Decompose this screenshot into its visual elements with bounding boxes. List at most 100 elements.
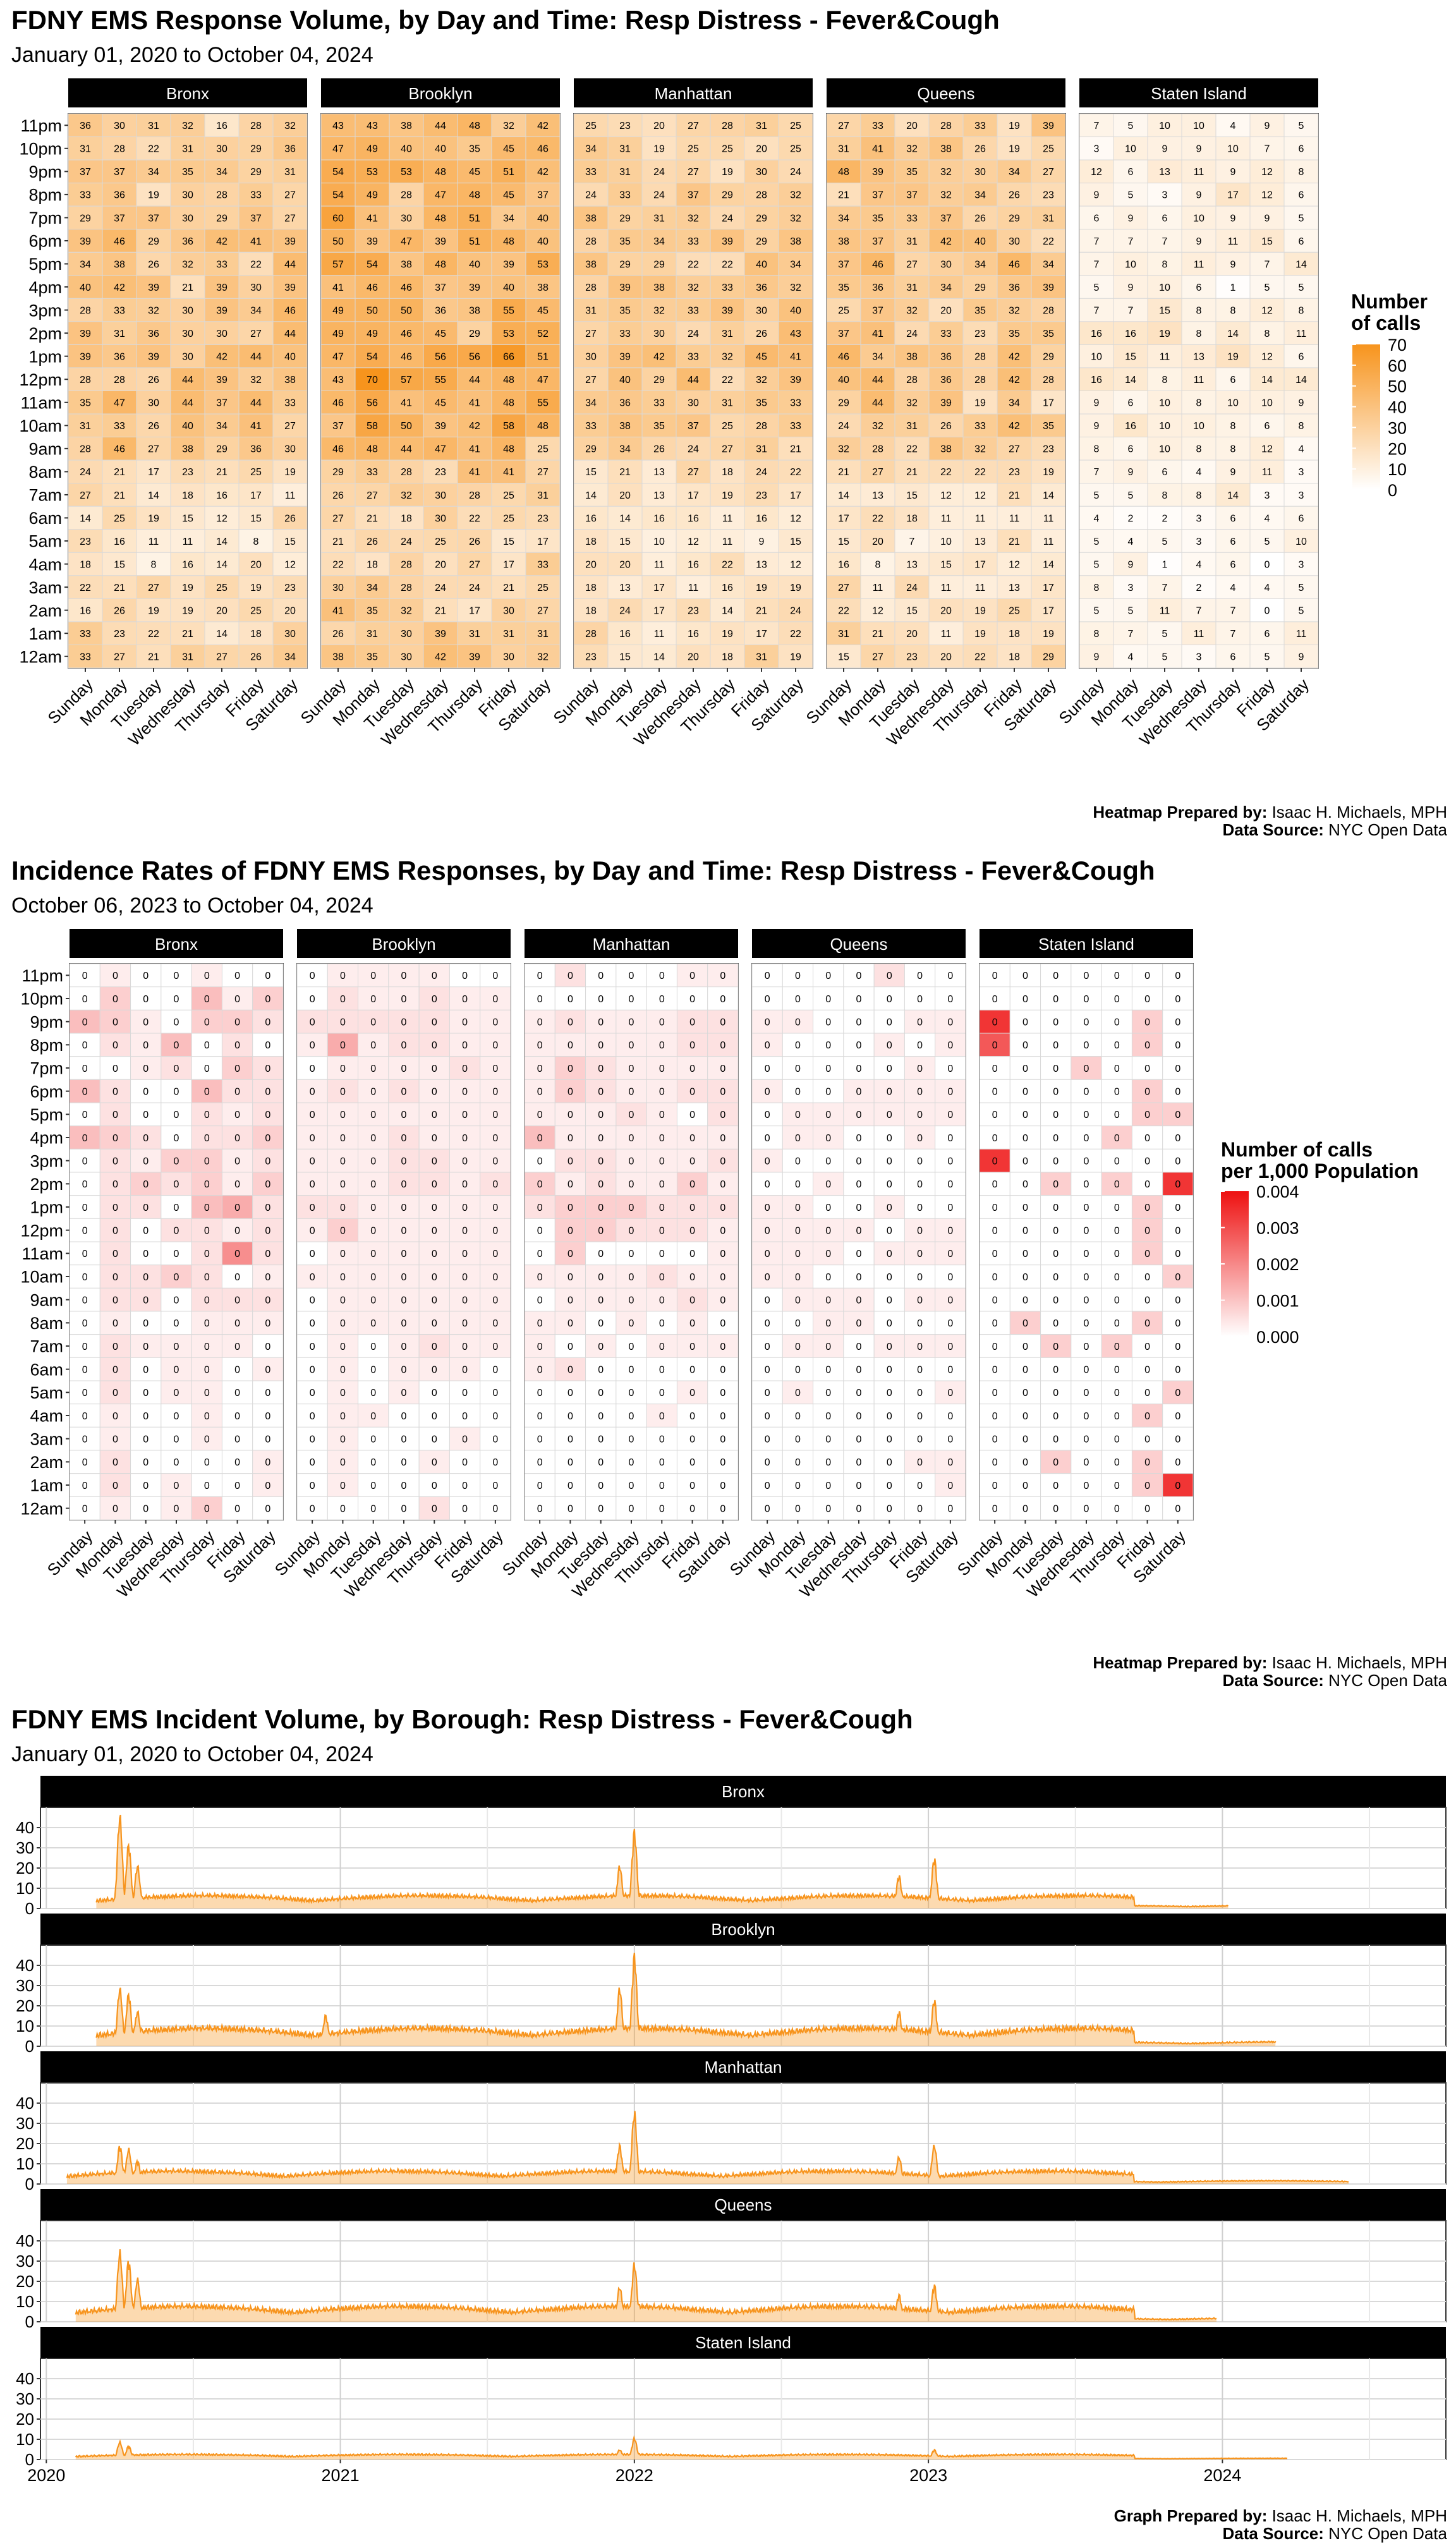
heatmap-cell xyxy=(170,136,205,161)
heatmap-cell xyxy=(161,1311,192,1335)
y-tick-label: 8am xyxy=(30,1314,63,1333)
cell-label: 0 xyxy=(537,1226,543,1237)
cell-label: 27 xyxy=(250,329,262,339)
cell-label: 44 xyxy=(688,375,699,385)
cell-label: 0 xyxy=(143,1411,149,1422)
heatmap-cell xyxy=(252,1195,284,1219)
heatmap-cell xyxy=(778,552,813,576)
cell-label: 0 xyxy=(310,1087,315,1098)
y-tick-label: 7pm xyxy=(30,1059,63,1078)
cell-label: 21 xyxy=(1009,537,1020,547)
heatmap-cell xyxy=(388,1079,420,1103)
heatmap-cell xyxy=(676,621,711,645)
cell-label: 0 xyxy=(1144,1295,1150,1306)
cell-label: 0 xyxy=(462,1226,468,1237)
cell-label: 3 xyxy=(1196,537,1202,547)
heatmap-cell xyxy=(296,1450,328,1474)
cell-label: 0 xyxy=(1084,1365,1089,1376)
cell-label: 33 xyxy=(619,329,631,339)
cell-label: 0 xyxy=(370,1040,376,1051)
cell-label: 31 xyxy=(182,652,193,663)
cell-label: 39 xyxy=(1043,282,1054,293)
cell-label: 0 xyxy=(1114,1156,1120,1167)
cell-label: 27 xyxy=(722,444,733,455)
cell-label: 0 xyxy=(234,1064,240,1074)
cell-label: 0 xyxy=(795,1411,801,1422)
y-tick-label: 8pm xyxy=(28,186,62,205)
heatmap-cell xyxy=(272,575,308,599)
cell-label: 0 xyxy=(204,1295,210,1306)
cell-label: 0 xyxy=(537,1435,543,1445)
heatmap-cell xyxy=(997,113,1032,138)
cell-label: 0 xyxy=(947,1295,953,1306)
heatmap-cell xyxy=(1147,136,1182,161)
heatmap-cell xyxy=(272,437,308,461)
cell-label: 22 xyxy=(1043,236,1054,247)
cell-label: 0 xyxy=(204,1272,210,1283)
cell-label: 11 xyxy=(722,513,733,524)
heatmap-cell xyxy=(68,367,103,391)
cell-label: 27 xyxy=(906,259,918,270)
cell-label: 0 xyxy=(947,1226,953,1237)
cell-label: 24 xyxy=(619,605,631,616)
credit2-source-label: Data Source: xyxy=(1223,1671,1324,1690)
x-tick-label: 2020 xyxy=(27,2466,65,2485)
cell-label: 0 xyxy=(143,1272,149,1283)
cell-label: 0 xyxy=(537,1179,543,1190)
cell-label: 0 xyxy=(947,1365,953,1376)
heatmap-cell xyxy=(1283,298,1319,322)
cell-label: 0 xyxy=(204,1133,210,1144)
cell-label: 21 xyxy=(906,467,918,478)
svg-text:Data Source: NYC Open Data: Data Source: NYC Open Data xyxy=(1223,1671,1448,1690)
cell-label: 10 xyxy=(1159,398,1170,409)
heatmap-cell xyxy=(457,344,492,368)
cell-label: 9 xyxy=(1196,190,1202,201)
cell-label: 0 xyxy=(462,971,468,981)
cell-label: 0 xyxy=(567,971,573,981)
cell-label: 0 xyxy=(947,1481,953,1491)
y-tick-label: 0 xyxy=(25,2175,34,2193)
cell-label: 0 xyxy=(947,1203,953,1213)
cell-label: 0 xyxy=(1022,1435,1028,1445)
heatmap-cell xyxy=(525,483,561,507)
heatmap-cell xyxy=(744,391,779,415)
cell-label: 0 xyxy=(492,1411,498,1422)
cell-label: 28 xyxy=(114,375,125,385)
cell-label: 0 xyxy=(1114,1249,1120,1259)
cell-label: 0 xyxy=(795,1017,801,1028)
cell-label: 0 xyxy=(992,1249,998,1259)
heatmap-cell xyxy=(191,1033,222,1057)
cell-label: 0 xyxy=(340,1457,346,1468)
heatmap-cell xyxy=(641,621,677,645)
y-tick-label: 12pm xyxy=(19,370,62,389)
cell-label: 36 xyxy=(250,444,262,455)
heatmap-cell xyxy=(480,1473,511,1497)
heatmap2-legend: Number of calls per 1,000 Population 0.0… xyxy=(1221,1138,1419,1347)
cell-label: 0 xyxy=(401,994,407,1005)
cell-label: 37 xyxy=(872,236,883,247)
cell-label: 21 xyxy=(367,513,378,524)
cell-label: 4 xyxy=(1094,513,1100,524)
cell-label: 39 xyxy=(469,282,480,293)
heatmap-cell xyxy=(710,275,745,299)
heatmap-cell xyxy=(204,136,240,161)
cell-label: 0 xyxy=(537,1365,543,1376)
cell-label: 0 xyxy=(629,1272,634,1283)
cell-label: 7 xyxy=(1094,259,1100,270)
heatmap-cell xyxy=(962,344,998,368)
cell-label: 37 xyxy=(872,190,883,201)
heatmap-cell xyxy=(204,575,240,599)
cell-label: 0 xyxy=(265,1226,270,1237)
cell-label: 0 xyxy=(1022,1133,1028,1144)
cell-label: 0 xyxy=(462,1365,468,1376)
heatmap-cell xyxy=(962,506,998,530)
cell-label: 33 xyxy=(619,190,631,201)
cell-label: 10 xyxy=(1159,121,1170,131)
cell-label: 42 xyxy=(1009,352,1020,363)
cell-label: 37 xyxy=(688,190,699,201)
cell-label: 12 xyxy=(216,513,228,524)
cell-label: 39 xyxy=(872,167,883,178)
cell-label: 0 xyxy=(265,1342,270,1352)
cell-label: 0 xyxy=(462,1504,468,1515)
